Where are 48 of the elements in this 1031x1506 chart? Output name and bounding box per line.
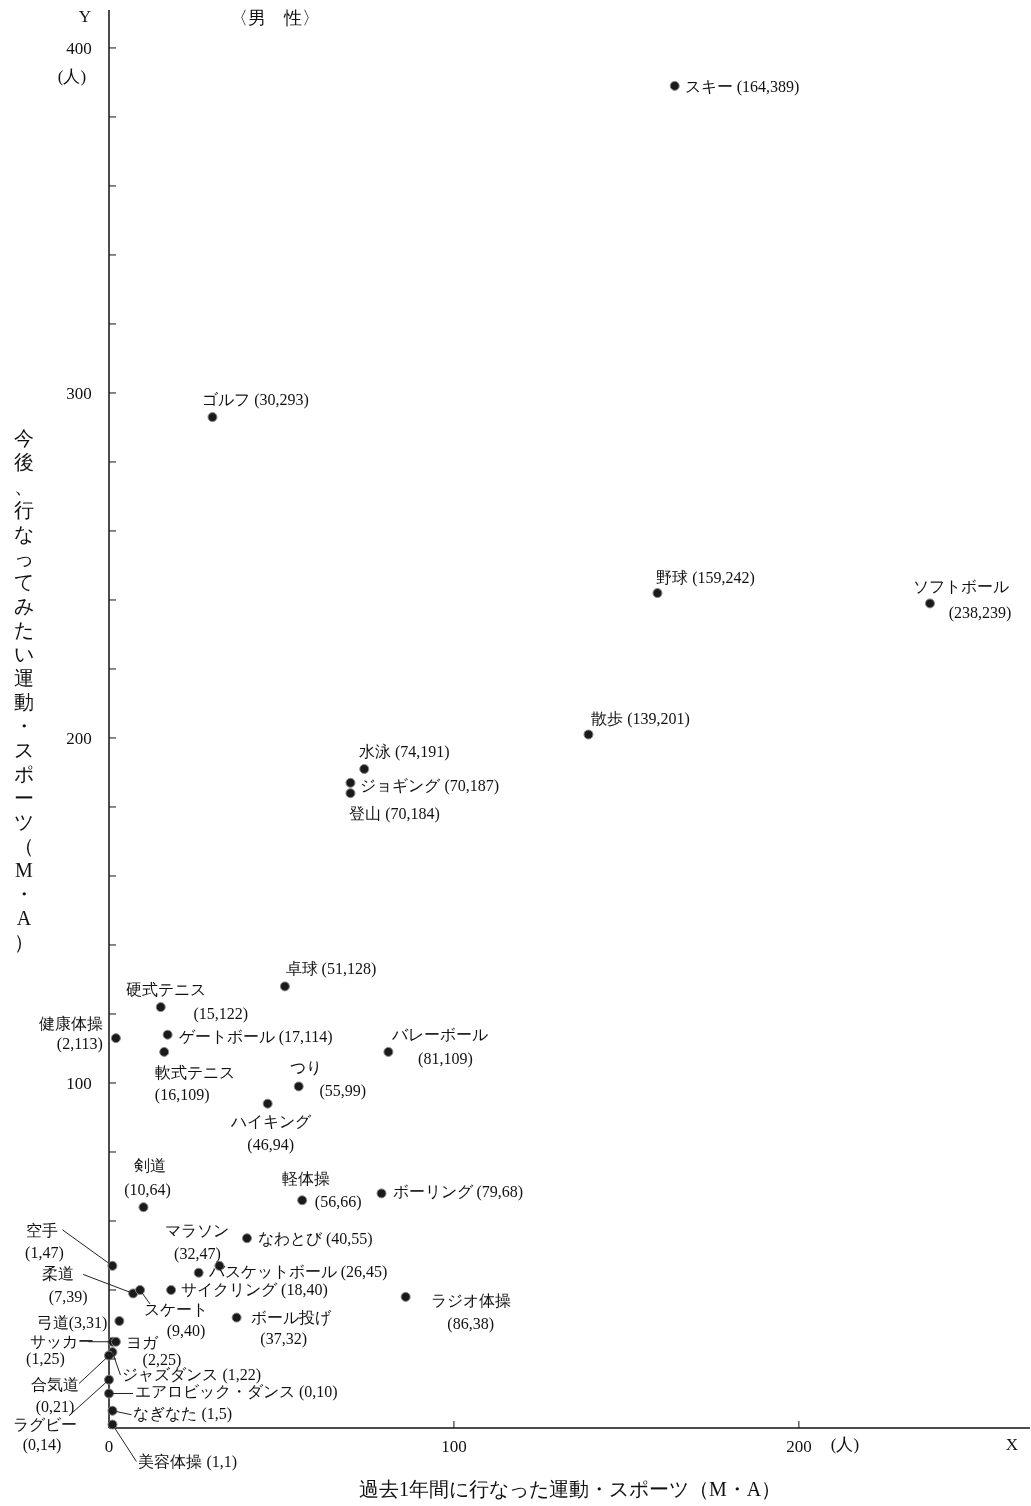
annotation: 剣道 (10,64) [124,1157,171,1200]
annotation: 弓道(3,31) [36,1314,108,1333]
annotation: 卓球 (51,128) [285,960,377,979]
annotation: 登山 (70,184) [349,805,440,824]
annotation: 野球 (159,242) [656,569,755,588]
annotation: 散歩 (139,201) [591,709,690,728]
text: (人) [57,67,87,86]
text: Y [78,7,92,26]
annotation: バスケットボール (26,45) [207,1262,388,1281]
text: (人) [830,1435,860,1454]
annotation: なわとび (40,55) [257,1230,373,1249]
x-axis-title: 過去1年間に行なった運動・スポーツ（M・A） [358,1478,782,1500]
annotation: ジョギング (70,187) [360,776,500,795]
annotation: なぎなた (1,5) [133,1404,233,1423]
annotation: つり (55,99) [289,1059,367,1101]
chart-title: 〈男 性〉 [230,8,320,28]
annotation: ボーリング (79,68) [392,1183,524,1202]
annotation: スキー (164,389) [684,77,800,96]
annotation: 硬式テニス (15,122) [125,981,249,1024]
annotation: 美容体操 (1,1) [138,1452,238,1471]
annotation: ボール投げ (37,32) [250,1308,332,1348]
text: 今後、行なってみたい運動・スポーツ（M・A） [14,427,34,953]
y-tick-label: 400 [66,38,92,58]
annotation: 軟式テニス (16,109) [154,1063,236,1104]
annotation: ゲートボール (17,114) [178,1027,333,1046]
annotation: 柔道 (7,39) [42,1265,88,1307]
annotation: ソフトボール (238,239) [912,578,1012,623]
annotation: バレーボール (81,109) [391,1025,489,1068]
y-tick-label: 100 [66,1073,92,1093]
y-tick-label: 300 [66,383,92,403]
annotation: エアロビック・ダンス (0,10) [135,1383,338,1402]
annotation: サッカー (1,25) [26,1332,95,1368]
x-tick-label: 100 [441,1437,467,1456]
annotation: マラソン (32,47) [165,1221,230,1263]
annotation: 軽体操 (56,66) [282,1170,362,1212]
annotation: 合気道 (0,21) [31,1375,79,1416]
x-tick-label: 0 [104,1437,114,1456]
annotation: サイクリング (18,40) [181,1281,328,1299]
annotation: ゴルフ (30,293) [202,391,309,410]
annotation: ラジオ体操 (86,38) [430,1291,511,1333]
annotation: ラグビー (0,14) [13,1415,77,1454]
annotation: 健康体操 (2,113) [38,1015,103,1054]
annotation: ハイキング (46,94) [229,1112,312,1154]
text: X [1005,1435,1019,1454]
y-tick-label: 200 [66,728,92,748]
x-tick-label: 200 [786,1437,812,1456]
annotation: 空手 (1,47) [25,1221,64,1262]
annotation: 水泳 (74,191) [358,743,450,762]
